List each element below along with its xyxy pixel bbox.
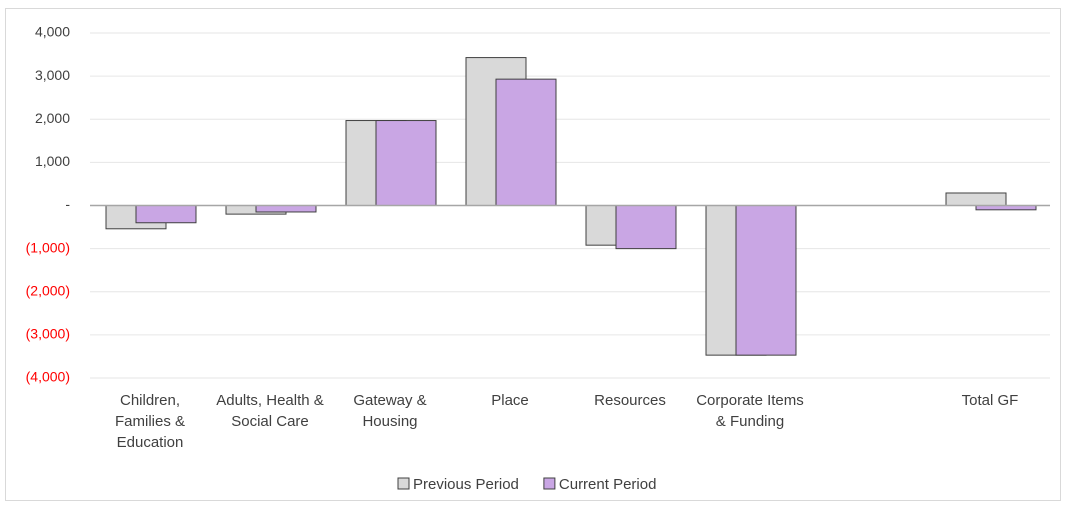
legend-swatch — [543, 477, 556, 490]
x-tick-label: Total GF — [961, 392, 1019, 409]
y-tick-label: 4,000 — [35, 24, 70, 40]
legend-swatch — [397, 477, 410, 490]
legend-label: Current Period — [559, 476, 657, 493]
bar — [495, 78, 557, 206]
x-tick-label: Place — [491, 392, 529, 409]
bar — [945, 192, 1007, 206]
x-tick-label: Resources — [594, 392, 666, 409]
bar — [615, 205, 677, 250]
bar — [375, 120, 437, 206]
y-tick-label: 3,000 — [35, 67, 70, 83]
y-tick-label: (1,000) — [26, 239, 70, 255]
y-tick-label: (4,000) — [26, 369, 70, 385]
x-tick-label: Gateway & Housing — [353, 392, 427, 430]
x-tick-label: Children, Families & Education — [114, 392, 185, 451]
bar — [135, 205, 197, 224]
x-tick-label: Corporate Items & Funding — [696, 392, 804, 430]
y-tick-label: 1,000 — [35, 153, 70, 169]
y-tick-label: - — [65, 196, 70, 212]
y-tick-label: 2,000 — [35, 110, 70, 126]
bar — [735, 205, 797, 356]
bar — [255, 205, 317, 213]
x-tick-label: Adults, Health & Social Care — [216, 392, 324, 430]
chart-border — [5, 8, 1061, 501]
y-tick-label: (3,000) — [26, 326, 70, 342]
y-tick-label: (2,000) — [26, 282, 70, 298]
legend-label: Previous Period — [413, 476, 519, 493]
